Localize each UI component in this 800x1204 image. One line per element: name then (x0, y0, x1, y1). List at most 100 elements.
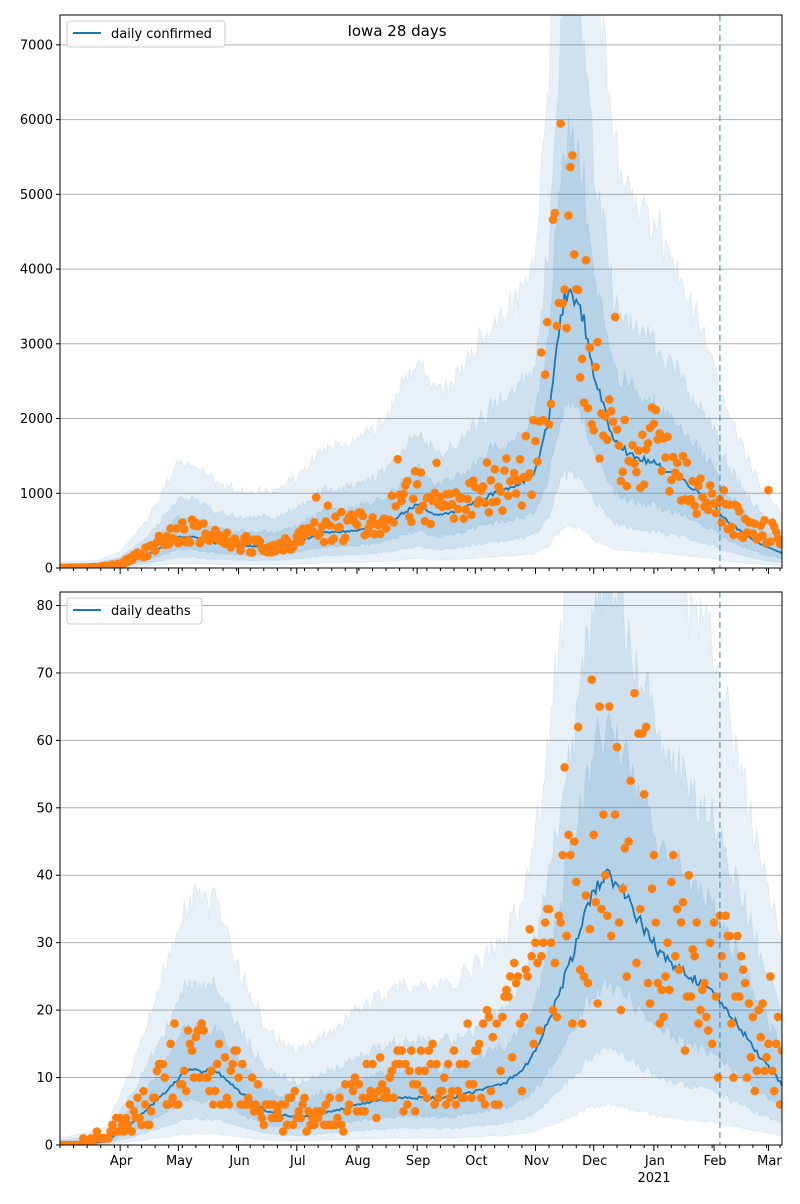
observed-point (280, 1100, 290, 1109)
observed-point (185, 538, 195, 547)
observed-point (366, 1086, 375, 1096)
observed-point (663, 938, 672, 947)
observed-point (449, 1046, 459, 1055)
deaths-legend-box (66, 597, 203, 625)
observed-point (649, 419, 659, 429)
observed-point (754, 1005, 763, 1015)
observed-point (764, 485, 773, 495)
y-tick-label: 20 (36, 1004, 53, 1019)
observed-point (346, 1080, 356, 1089)
observed-point (742, 1073, 752, 1082)
observed-point (682, 458, 692, 467)
observed-point (410, 1107, 420, 1116)
observed-point (358, 511, 368, 521)
observed-point (199, 519, 208, 528)
observed-point (290, 1086, 300, 1096)
observed-point (187, 1046, 197, 1055)
observed-point (692, 918, 701, 927)
observed-point (550, 208, 560, 218)
observed-point (511, 489, 521, 498)
observed-point (211, 1086, 220, 1096)
deaths-y-ticks: 0 10 20 30 40 50 60 70 80 (36, 599, 60, 1154)
observed-point (381, 524, 391, 533)
observed-point (150, 1093, 160, 1103)
observed-point (608, 417, 618, 427)
observed-point (698, 985, 707, 995)
observed-point (329, 534, 339, 543)
x-tick-label: Feb (704, 1154, 727, 1169)
observed-point (773, 1012, 782, 1022)
observed-point (678, 451, 688, 461)
observed-point (618, 884, 628, 893)
observed-point (624, 837, 633, 846)
observed-point (275, 1113, 284, 1123)
observed-point (591, 362, 600, 372)
observed-points (60, 675, 782, 1145)
observed-point (661, 972, 670, 981)
observed-point (703, 1026, 713, 1035)
observed-point (401, 1059, 410, 1069)
observed-point (286, 1093, 296, 1103)
observed-point (449, 514, 459, 523)
observed-point (542, 317, 552, 327)
observed-point (521, 965, 531, 974)
observed-point (387, 491, 397, 501)
y-tick-label: 7000 (20, 38, 53, 53)
observed-point (135, 1113, 144, 1123)
observed-point (639, 480, 649, 489)
x-tick-label: Nov (524, 1154, 550, 1169)
y-tick-label: 5000 (20, 188, 53, 203)
observed-point (389, 518, 399, 527)
observed-point (321, 1100, 331, 1109)
observed-point (420, 1066, 430, 1076)
observed-point (121, 1113, 131, 1123)
observed-point (166, 1039, 175, 1049)
observed-point (474, 1039, 484, 1049)
observed-point (426, 519, 436, 529)
x-tick-label: Mar (757, 1154, 782, 1169)
observed-point (232, 1046, 241, 1055)
observed-point (575, 965, 585, 974)
observed-point (197, 1019, 206, 1028)
observed-point (568, 151, 577, 160)
observed-point (589, 425, 598, 435)
observed-point (560, 285, 569, 294)
observed-point (164, 1100, 173, 1109)
observed-point (502, 454, 511, 463)
observed-point (638, 430, 647, 440)
observed-point (667, 475, 676, 485)
chart-title: Iowa 28 days (347, 22, 446, 40)
y-tick-label: 70 (36, 666, 53, 681)
deaths-legend-label: daily deaths (111, 604, 191, 619)
observed-point (129, 1107, 139, 1116)
observed-point (527, 490, 536, 500)
observed-point (775, 1100, 782, 1109)
confirmed-x-ticks (59, 568, 781, 574)
observed-point (651, 918, 661, 927)
observed-point (325, 1093, 335, 1103)
observed-point (740, 978, 750, 988)
observed-point (143, 551, 152, 561)
observed-point (533, 958, 542, 968)
x-tick-label: Sep (406, 1154, 431, 1169)
observed-point (585, 924, 595, 934)
observed-point (253, 1080, 263, 1089)
observed-points (60, 119, 782, 568)
uncertainty-band (60, 592, 782, 1145)
observed-point (251, 1100, 261, 1109)
observed-point (178, 1080, 187, 1089)
observed-point (651, 405, 661, 415)
observed-point (434, 1093, 443, 1103)
observed-point (750, 1086, 760, 1096)
observed-point (560, 763, 569, 772)
observed-point (502, 985, 511, 995)
observed-point (729, 530, 738, 540)
observed-point (548, 1005, 558, 1015)
observed-point (313, 1113, 323, 1123)
observed-point (492, 497, 502, 506)
deaths-axes-frame (59, 591, 783, 1146)
y-tick-label: 1000 (20, 487, 53, 502)
observed-point (496, 487, 505, 496)
observed-point (566, 850, 575, 860)
observed-point (777, 1046, 782, 1055)
